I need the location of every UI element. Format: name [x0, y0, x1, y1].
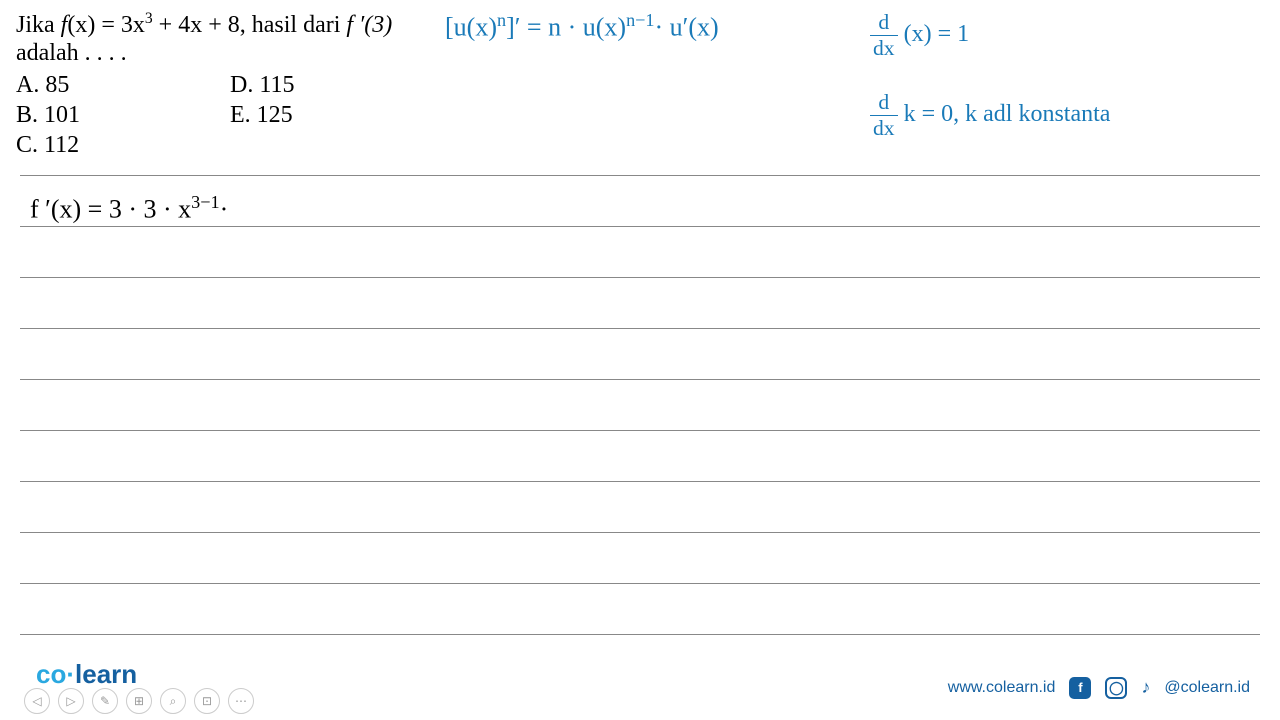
question-line-1: Jika f(x) = 3x3 + 4x + 8, hasil dari f ′…: [16, 10, 392, 39]
ruled-line: [20, 430, 1260, 431]
option-b: B. 101: [16, 102, 80, 129]
more-button[interactable]: ⋯: [228, 688, 254, 714]
question-mid: + 4x + 8, hasil dari: [153, 12, 347, 38]
ruled-line: [20, 481, 1260, 482]
play-button[interactable]: ▷: [58, 688, 84, 714]
ruled-line: [20, 277, 1260, 278]
power-rule-formula: [u(x)n]′ = n · u(x)n−1· u′(x): [445, 10, 719, 43]
option-e: E. 125: [230, 102, 293, 129]
frac-top-d-2: d: [870, 90, 898, 116]
ruled-line: [20, 532, 1260, 533]
question-fx-body: (x) = 3x: [67, 12, 145, 38]
footer-right: www.colearn.id f ◯ ♪ @colearn.id: [948, 677, 1250, 699]
logo-learn: learn: [75, 659, 137, 689]
option-d: D. 115: [230, 72, 294, 99]
derivative-constant-formula: d dx k = 0, k adl konstanta: [870, 90, 1110, 141]
question-exponent: 3: [145, 10, 153, 27]
worked-solution: f ′(x) = 3 · 3 · x3−1·: [30, 192, 228, 225]
ruled-line: [20, 583, 1260, 584]
formula3-rest: k = 0, k adl konstanta: [904, 101, 1111, 127]
tiktok-icon[interactable]: ♪: [1141, 677, 1150, 698]
work-exp: 3−1: [191, 192, 219, 212]
work-end: ·: [220, 195, 229, 224]
logo-co: co: [36, 659, 66, 689]
facebook-icon[interactable]: f: [1069, 677, 1091, 699]
footer-controls: ◁ ▷ ✎ ⊞ ⌕ ⊡ ⋯: [24, 688, 254, 714]
social-handle: @colearn.id: [1164, 679, 1250, 697]
frac-bot-dx: dx: [870, 36, 898, 61]
formula1-exp: n−1: [626, 10, 654, 30]
ruled-line: [20, 634, 1260, 635]
ruled-line: [20, 379, 1260, 380]
website-link[interactable]: www.colearn.id: [948, 679, 1056, 697]
logo: co·learn: [36, 659, 137, 690]
screen-button[interactable]: ⊡: [194, 688, 220, 714]
fraction-dx: d dx: [870, 10, 898, 61]
formula1-n: n: [497, 10, 506, 30]
ruled-line: [20, 175, 1260, 176]
prev-button[interactable]: ◁: [24, 688, 50, 714]
frac-top-d: d: [870, 10, 898, 36]
formula1-mid: ]′ = n · u(x): [506, 13, 626, 42]
ruled-line: [20, 328, 1260, 329]
formula1-end: · u′(x): [655, 13, 719, 42]
ruled-line: [20, 226, 1260, 227]
search-button[interactable]: ⌕: [160, 688, 186, 714]
fraction-dx-2: d dx: [870, 90, 898, 141]
tool-button[interactable]: ⊞: [126, 688, 152, 714]
work-pre: f ′(x) = 3 · 3 · x: [30, 195, 191, 224]
question-prefix: Jika: [16, 12, 61, 38]
question-fprime: f ′(3): [346, 12, 392, 38]
pen-button[interactable]: ✎: [92, 688, 118, 714]
frac-bot-dx-2: dx: [870, 116, 898, 141]
option-a: A. 85: [16, 72, 69, 99]
formula1-pre: [u(x): [445, 13, 497, 42]
formula2-rest: (x) = 1: [904, 21, 970, 47]
instagram-icon[interactable]: ◯: [1105, 677, 1127, 699]
footer: co·learn ◁ ▷ ✎ ⊞ ⌕ ⊡ ⋯ www.colearn.id f …: [0, 655, 1280, 720]
option-c: C. 112: [16, 132, 79, 159]
derivative-x-formula: d dx (x) = 1: [870, 10, 969, 61]
question-line-2: adalah . . . .: [16, 40, 127, 67]
